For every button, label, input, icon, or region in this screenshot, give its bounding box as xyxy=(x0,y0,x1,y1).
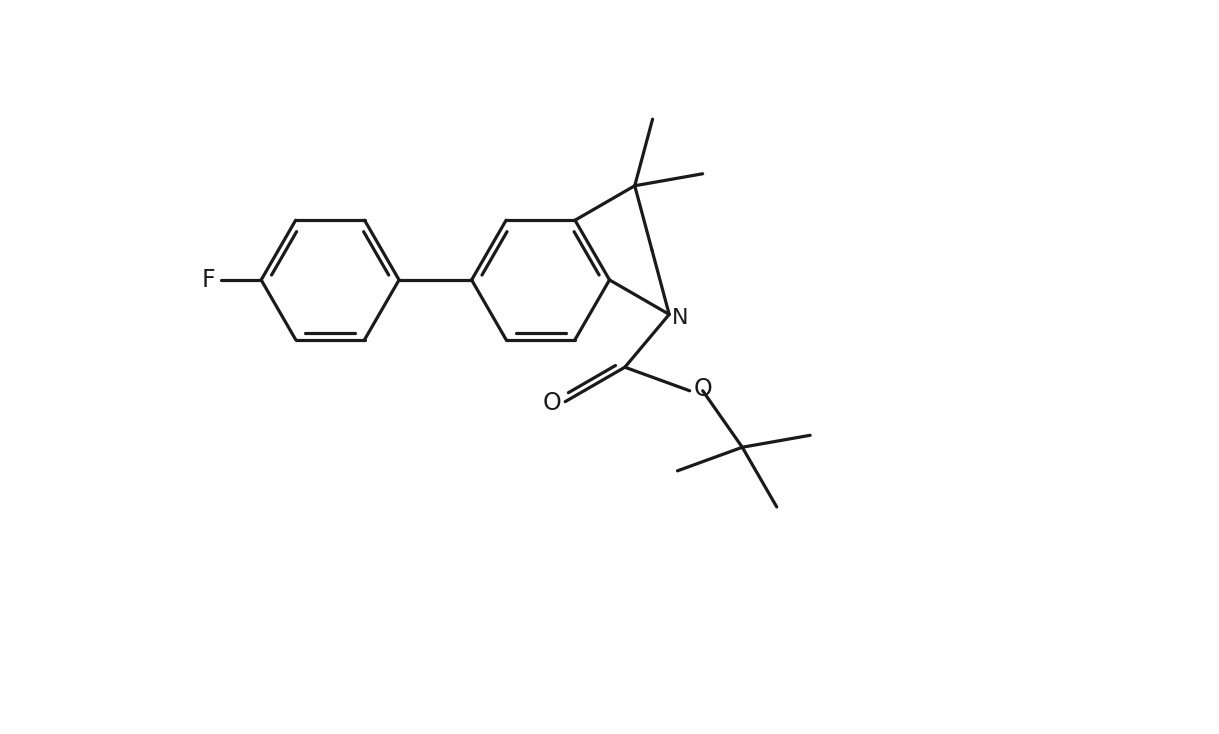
Text: F: F xyxy=(201,268,215,292)
Text: O: O xyxy=(694,377,712,401)
Text: N: N xyxy=(672,308,689,328)
Text: O: O xyxy=(542,391,562,415)
